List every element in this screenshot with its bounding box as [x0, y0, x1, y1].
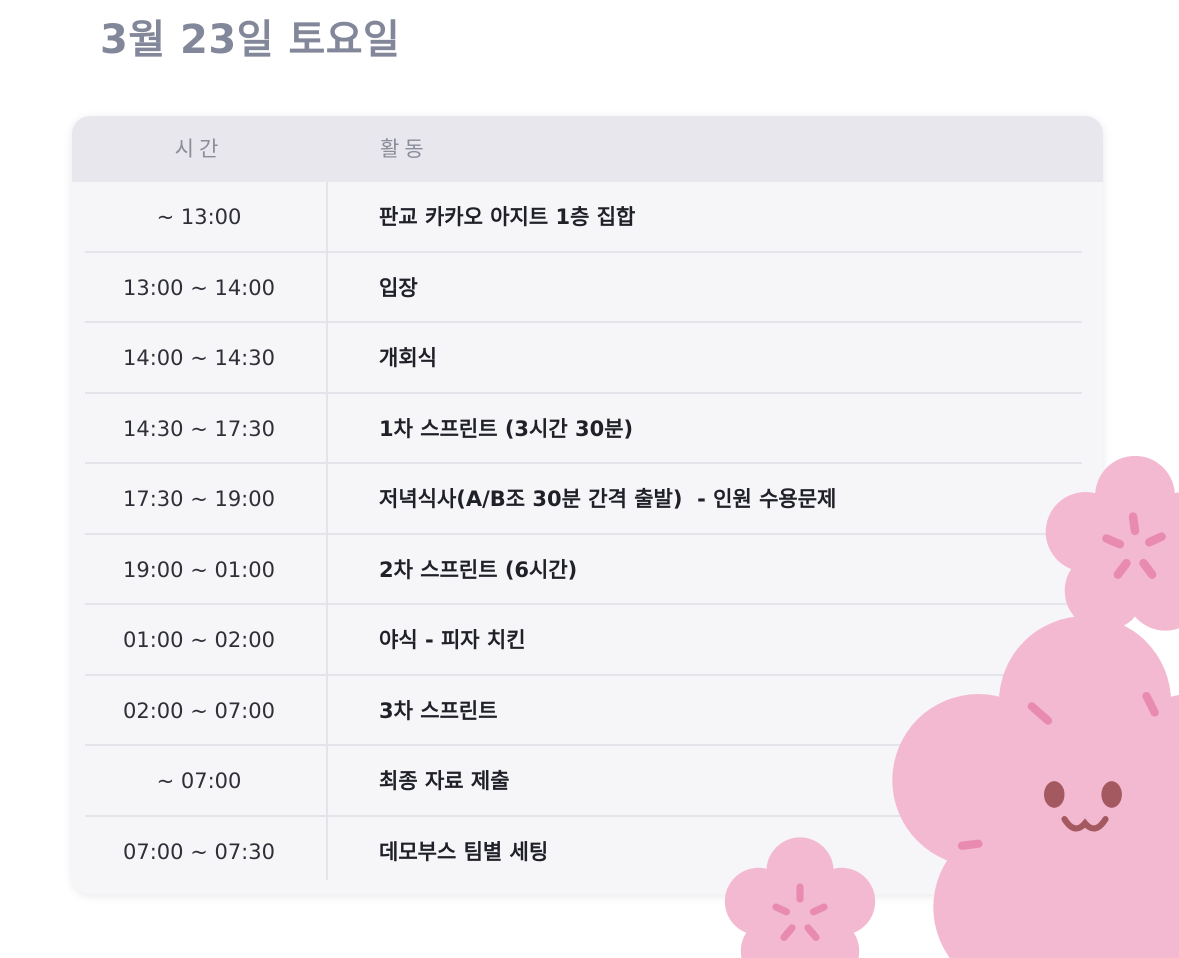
row-activity: 개회식 [379, 346, 437, 370]
table-row: 19:00 ~ 01:00 2차 스프린트 (6시간) [72, 535, 1103, 605]
row-divider [85, 462, 1082, 464]
table-row: 17:30 ~ 19:00 저녁식사(A/B조 30분 간격 출발) - 인원 … [72, 464, 1103, 535]
table-row: 02:00 ~ 07:00 3차 스프린트 [72, 676, 1103, 746]
row-divider [85, 250, 1082, 253]
row-activity: 입장 [379, 275, 418, 300]
row-time: ~ 07:00 [156, 769, 242, 793]
table-header: 시간 활동 [72, 116, 1103, 182]
row-time: 14:30 ~ 17:30 [123, 416, 275, 441]
table-row: ~ 07:00 최종 자료 제출 [72, 746, 1103, 817]
row-divider [85, 321, 1082, 323]
table-row: 14:00 ~ 14:30 개회식 [72, 323, 1103, 394]
row-activity: 최종 자료 제출 [379, 769, 510, 793]
table-body: ~ 13:00 판교 카카오 아지트 1층 집합 13:00 ~ 14:00 입… [72, 182, 1103, 887]
row-divider [85, 603, 1082, 605]
table-row: 07:00 ~ 07:30 데모부스 팀별 세팅 [72, 817, 1103, 888]
row-time: 17:30 ~ 19:00 [123, 487, 275, 511]
row-activity: 판교 카카오 아지트 1층 집합 [379, 205, 636, 229]
table-row: 13:00 ~ 14:00 입장 [72, 253, 1103, 323]
table-row: 14:30 ~ 17:30 1차 스프린트 (3시간 30분) [72, 394, 1103, 464]
row-time: 02:00 ~ 07:00 [123, 698, 275, 723]
row-divider [85, 744, 1082, 746]
table-row: ~ 13:00 판교 카카오 아지트 1층 집합 [72, 182, 1103, 253]
row-activity: 3차 스프린트 [379, 698, 498, 723]
row-activity: 저녁식사(A/B조 30분 간격 출발) - 인원 수용문제 [379, 487, 837, 511]
row-divider [85, 673, 1082, 676]
row-time: 01:00 ~ 02:00 [123, 628, 275, 652]
row-activity: 야식 - 피자 치킨 [379, 628, 526, 652]
row-divider [85, 814, 1082, 817]
row-time: 19:00 ~ 01:00 [123, 557, 275, 582]
row-time: ~ 13:00 [156, 205, 242, 229]
row-divider [85, 391, 1082, 394]
row-time: 14:00 ~ 14:30 [123, 346, 275, 370]
column-divider [326, 182, 328, 880]
column-header-time: 시간 [174, 137, 224, 161]
row-activity: 1차 스프린트 (3시간 30분) [379, 416, 634, 441]
schedule-table: 시간 활동 ~ 13:00 판교 카카오 아지트 1층 집합 13:00 ~ 1… [72, 116, 1103, 894]
page-title: 3월 23일 토요일 [100, 17, 401, 63]
row-time: 13:00 ~ 14:00 [123, 275, 275, 300]
row-divider [85, 532, 1082, 535]
row-activity: 데모부스 팀별 세팅 [379, 839, 549, 864]
table-row: 01:00 ~ 02:00 야식 - 피자 치킨 [72, 605, 1103, 676]
column-header-activity: 활동 [380, 137, 429, 161]
row-time: 07:00 ~ 07:30 [123, 839, 275, 864]
row-activity: 2차 스프린트 (6시간) [379, 557, 578, 582]
